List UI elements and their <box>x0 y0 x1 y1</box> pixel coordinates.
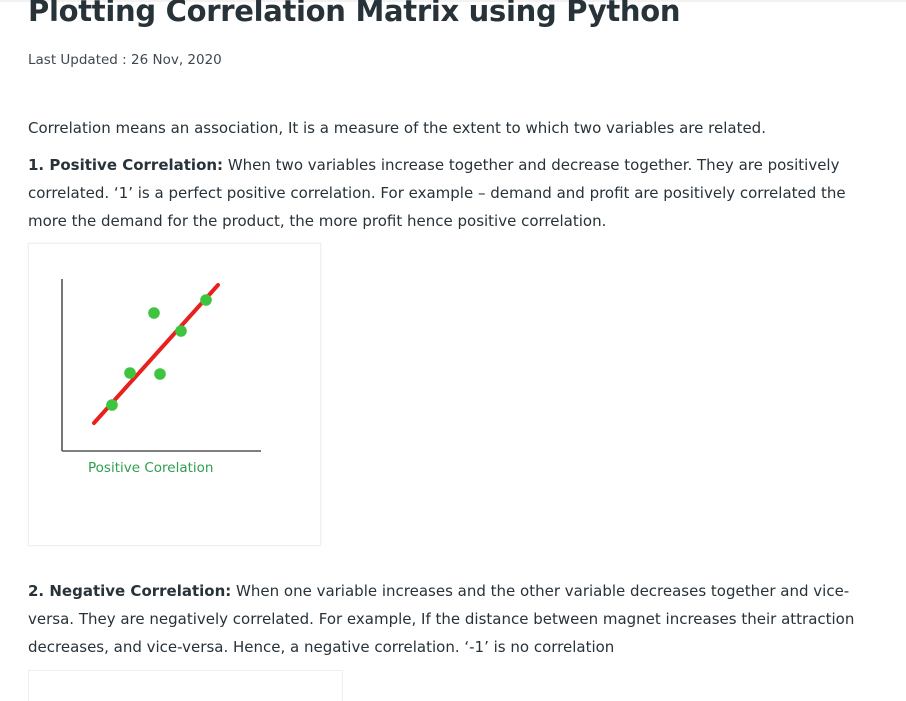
positive-correlation-paragraph: 1. Positive Correlation: When two variab… <box>28 151 858 235</box>
data-point <box>200 294 212 306</box>
negative-correlation-heading: 2. Negative Correlation: <box>28 582 232 600</box>
negative-correlation-figure <box>28 670 343 701</box>
positive-correlation-heading: 1. Positive Correlation: <box>28 156 224 174</box>
data-point <box>106 399 118 411</box>
data-points <box>106 294 212 411</box>
positive-correlation-figure: Positive Corelation <box>28 243 321 546</box>
data-point <box>154 368 166 380</box>
top-divider <box>0 0 906 2</box>
data-point <box>124 367 136 379</box>
figure-caption: Positive Corelation <box>88 460 213 476</box>
intro-paragraph: Correlation means an association, It is … <box>28 119 766 137</box>
last-updated: Last Updated : 26 Nov, 2020 <box>28 52 222 68</box>
negative-correlation-text: When one variable increases and the othe… <box>28 582 855 656</box>
positive-correlation-text: When two variables increase together and… <box>28 156 846 230</box>
data-point <box>175 325 187 337</box>
positive-correlation-illustration: Positive Corelation <box>61 279 261 476</box>
negative-correlation-paragraph: 2. Negative Correlation: When one variab… <box>28 577 858 661</box>
data-point <box>148 307 160 319</box>
page-title: Plotting Correlation Matrix using Python <box>28 0 681 28</box>
